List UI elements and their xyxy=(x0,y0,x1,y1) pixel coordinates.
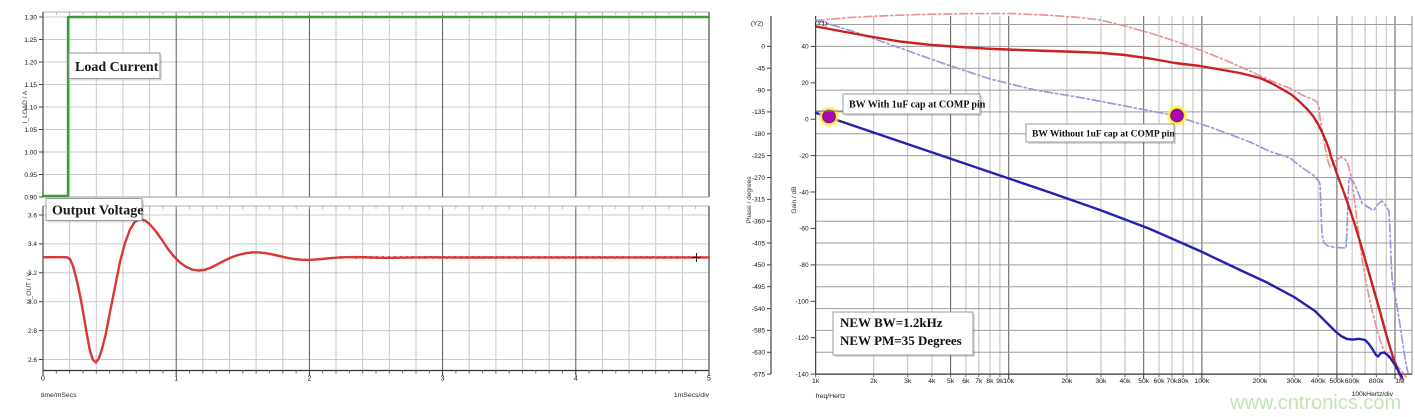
svg-text:BW Without 1uF cap at COMP pin: BW Without 1uF cap at COMP pin xyxy=(1032,129,1175,139)
svg-text:1M: 1M xyxy=(1395,378,1405,385)
svg-text:-585: -585 xyxy=(752,328,765,335)
svg-text:Output Voltage: Output Voltage xyxy=(52,204,143,219)
svg-text:freq/Hertz: freq/Hertz xyxy=(816,393,846,400)
svg-text:-90: -90 xyxy=(756,87,766,94)
svg-text:3.4: 3.4 xyxy=(28,241,37,248)
svg-text:-135: -135 xyxy=(752,109,765,116)
svg-text:2.8: 2.8 xyxy=(28,328,37,335)
svg-text:1k: 1k xyxy=(812,378,820,385)
svg-text:0: 0 xyxy=(41,376,45,383)
svg-text:20: 20 xyxy=(801,80,809,87)
svg-text:3.2: 3.2 xyxy=(28,270,37,277)
svg-text:400k: 400k xyxy=(1311,378,1326,385)
svg-text:30k: 30k xyxy=(1095,378,1107,385)
svg-text:1.25: 1.25 xyxy=(24,37,37,44)
svg-text:2.6: 2.6 xyxy=(28,357,37,364)
svg-text:-140: -140 xyxy=(796,371,809,378)
svg-text:40: 40 xyxy=(801,44,809,51)
svg-text:-315: -315 xyxy=(752,197,765,204)
svg-text:0: 0 xyxy=(761,44,765,51)
svg-text:time/mSecs: time/mSecs xyxy=(41,392,77,399)
svg-text:V_OUT / V: V_OUT / V xyxy=(26,272,33,304)
svg-text:Load Current: Load Current xyxy=(75,60,159,75)
svg-text:1.05: 1.05 xyxy=(24,127,37,134)
svg-text:-225: -225 xyxy=(752,153,765,160)
svg-text:0: 0 xyxy=(805,116,809,123)
svg-text:-120: -120 xyxy=(796,335,809,342)
svg-text:7k: 7k xyxy=(975,378,983,385)
svg-text:3.6: 3.6 xyxy=(28,212,37,219)
svg-text:-20: -20 xyxy=(799,153,809,160)
svg-text:4: 4 xyxy=(574,376,578,383)
svg-text:-40: -40 xyxy=(799,189,809,196)
svg-text:80k: 80k xyxy=(1178,378,1190,385)
svg-text:4k: 4k xyxy=(928,378,936,385)
svg-text:6k: 6k xyxy=(962,378,970,385)
svg-text:2: 2 xyxy=(307,376,311,383)
svg-text:-450: -450 xyxy=(752,262,765,269)
svg-text:20k: 20k xyxy=(1061,378,1073,385)
svg-text:600k: 600k xyxy=(1345,378,1360,385)
svg-text:70k: 70k xyxy=(1166,378,1178,385)
svg-text:5: 5 xyxy=(707,376,711,383)
svg-text:3k: 3k xyxy=(904,378,912,385)
svg-text:(Y2): (Y2) xyxy=(751,21,763,28)
svg-text:100kHertz/div: 100kHertz/div xyxy=(1351,391,1393,398)
svg-text:-405: -405 xyxy=(752,240,765,247)
svg-text:-60: -60 xyxy=(799,226,809,233)
svg-text:Phase / degrees: Phase / degrees xyxy=(746,176,753,224)
svg-text:100k: 100k xyxy=(1194,378,1209,385)
svg-text:50k: 50k xyxy=(1138,378,1150,385)
svg-text:1: 1 xyxy=(174,376,178,383)
svg-text:9k: 9k xyxy=(996,378,1004,385)
svg-text:800k: 800k xyxy=(1369,378,1384,385)
svg-text:I_LOAD / A: I_LOAD / A xyxy=(22,90,29,123)
svg-text:-495: -495 xyxy=(752,284,765,291)
svg-text:1.00: 1.00 xyxy=(24,149,37,156)
svg-text:-80: -80 xyxy=(799,262,809,269)
svg-text:NEW PM=35 Degrees: NEW PM=35 Degrees xyxy=(840,333,962,348)
svg-text:10k: 10k xyxy=(1003,378,1015,385)
svg-text:8k: 8k xyxy=(986,378,994,385)
svg-text:3: 3 xyxy=(441,376,445,383)
svg-text:1.20: 1.20 xyxy=(24,59,37,66)
svg-text:1.15: 1.15 xyxy=(24,82,37,89)
svg-text:0.90: 0.90 xyxy=(24,194,37,201)
svg-text:-270: -270 xyxy=(752,175,765,182)
svg-text:-540: -540 xyxy=(752,306,765,313)
svg-text:3.0: 3.0 xyxy=(28,299,37,306)
svg-text:60k: 60k xyxy=(1154,378,1166,385)
svg-text:Gain / dB: Gain / dB xyxy=(791,186,798,213)
svg-text:200k: 200k xyxy=(1253,378,1268,385)
svg-text:0.95: 0.95 xyxy=(24,172,37,179)
svg-text:-630: -630 xyxy=(752,350,765,357)
svg-text:(Y1): (Y1) xyxy=(815,21,827,28)
svg-text:-360: -360 xyxy=(752,218,765,225)
svg-text:-675: -675 xyxy=(752,371,765,378)
svg-text:5k: 5k xyxy=(947,378,955,385)
svg-text:-180: -180 xyxy=(752,131,765,138)
svg-text:BW With 1uF cap at COMP pin: BW With 1uF cap at COMP pin xyxy=(849,100,986,111)
svg-text:500k: 500k xyxy=(1329,378,1344,385)
svg-text:2k: 2k xyxy=(870,378,878,385)
svg-text:1.10: 1.10 xyxy=(24,104,37,111)
svg-text:-45: -45 xyxy=(756,66,766,73)
svg-text:-100: -100 xyxy=(796,299,809,306)
svg-text:1mSecs/div: 1mSecs/div xyxy=(674,392,710,399)
svg-text:300k: 300k xyxy=(1287,378,1302,385)
svg-text:NEW BW=1.2kHz: NEW BW=1.2kHz xyxy=(840,315,943,330)
svg-text:1.30: 1.30 xyxy=(24,14,37,21)
svg-text:www.cntronics.com: www.cntronics.com xyxy=(1229,392,1401,414)
svg-text:40k: 40k xyxy=(1120,378,1132,385)
